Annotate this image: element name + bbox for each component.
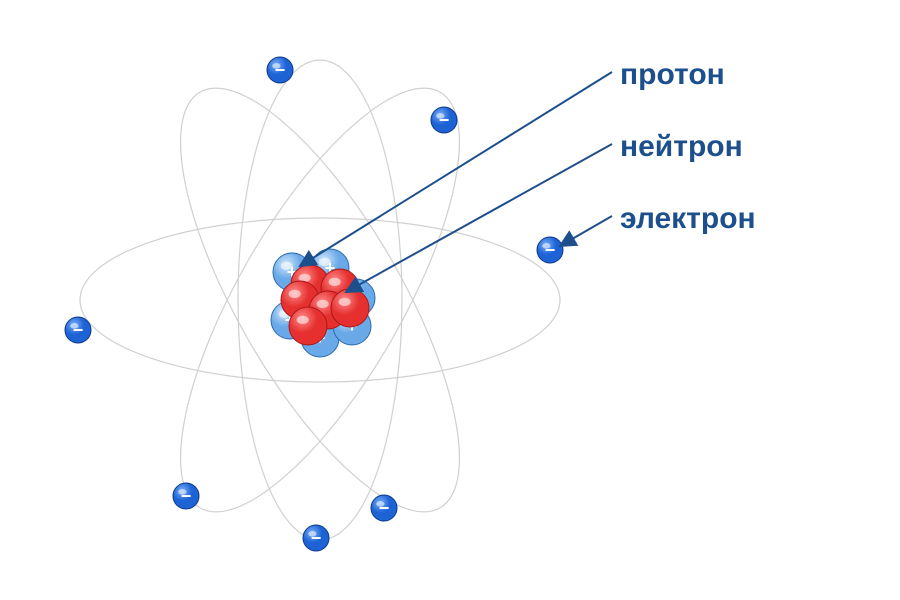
svg-text:−: − [311, 528, 322, 548]
svg-text:−: − [545, 240, 556, 260]
svg-text:−: − [379, 498, 390, 518]
electron: − [173, 483, 199, 509]
electron: − [537, 237, 563, 263]
label-electron: электрон [620, 202, 756, 236]
svg-text:−: − [73, 320, 84, 340]
electron: − [371, 495, 397, 521]
svg-text:−: − [181, 486, 192, 506]
svg-text:−: − [439, 110, 450, 130]
electron: − [65, 317, 91, 343]
electron: − [267, 57, 293, 83]
svg-text:−: − [275, 60, 286, 80]
electron: − [303, 525, 329, 551]
neutron [331, 289, 369, 327]
label-neutron: нейтрон [620, 130, 743, 164]
label-proton: протон [620, 58, 725, 92]
atom-diagram: ++++++−−−−−−− [0, 0, 900, 600]
electron: − [431, 107, 457, 133]
neutron [289, 307, 327, 345]
